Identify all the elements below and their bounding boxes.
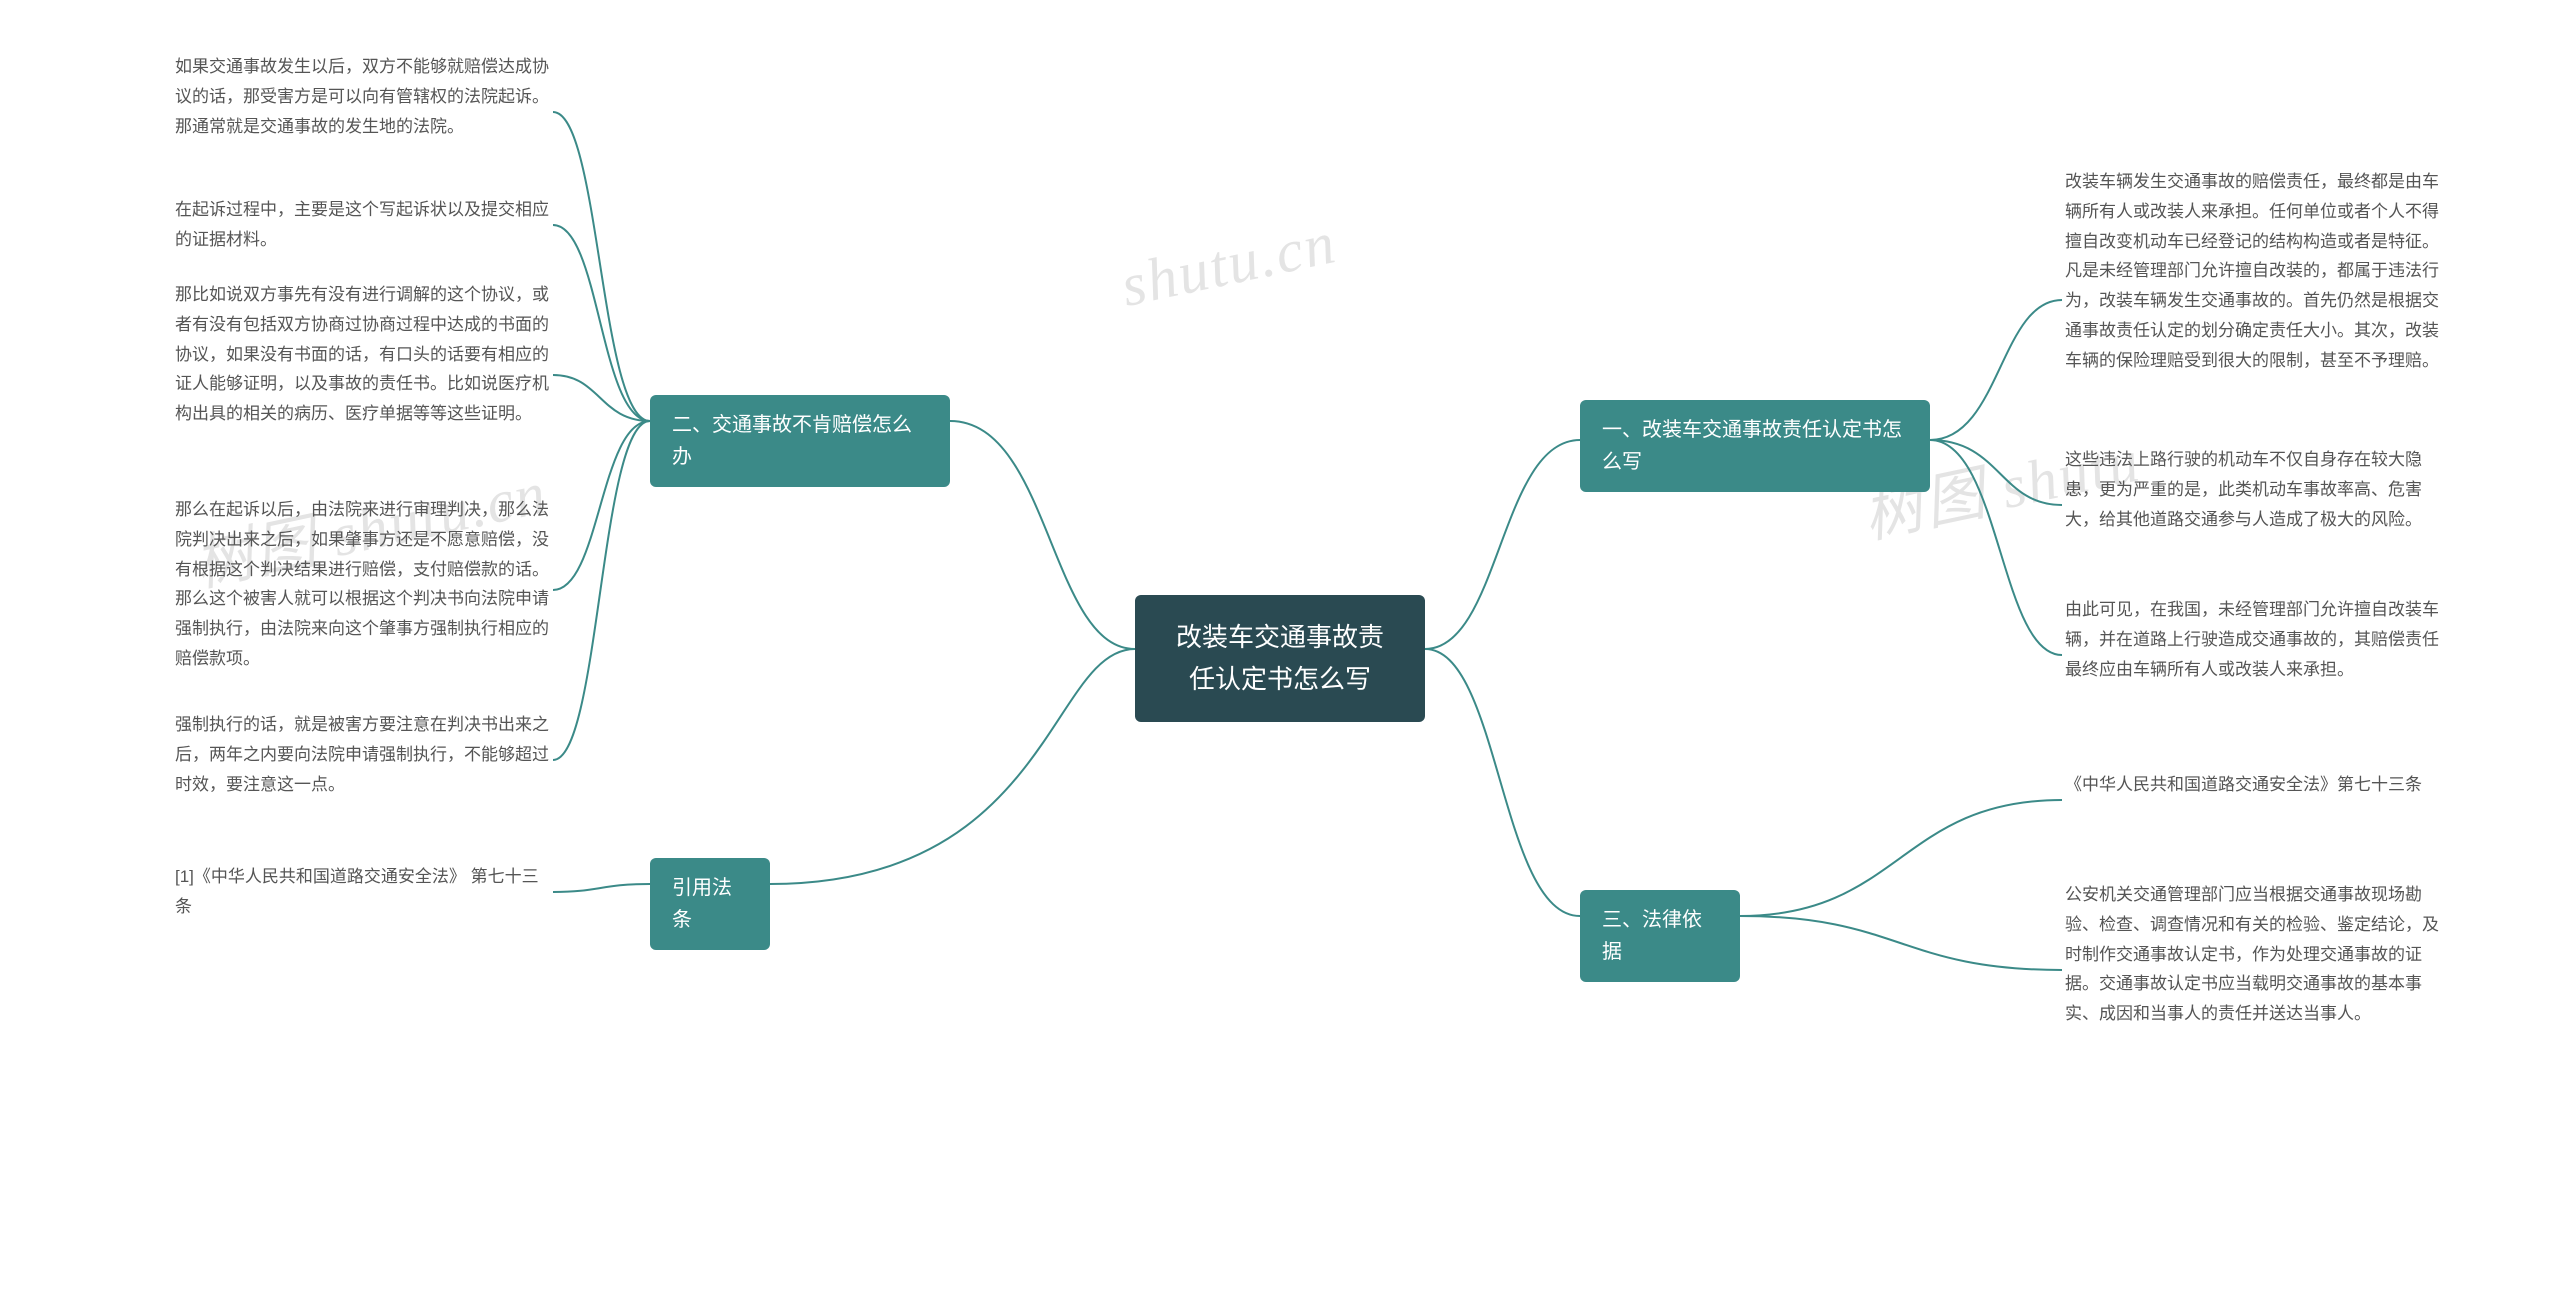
leaf-3b: 公安机关交通管理部门应当根据交通事故现场勘验、检查、调查情况和有关的检验、鉴定结… <box>2065 880 2445 1029</box>
leaf-1b: 这些违法上路行驶的机动车不仅自身存在较大隐患，更为严重的是，此类机动车事故率高、… <box>2065 445 2445 534</box>
leaf-1c: 由此可见，在我国，未经管理部门允许擅自改装车辆，并在道路上行驶造成交通事故的，其… <box>2065 595 2445 684</box>
leaf-2e: 强制执行的话，就是被害方要注意在判决书出来之后，两年之内要向法院申请强制执行，不… <box>175 710 550 799</box>
leaf-2a: 如果交通事故发生以后，双方不能够就赔偿达成协议的话，那受害方是可以向有管辖权的法… <box>175 52 550 141</box>
branch-section-2[interactable]: 二、交通事故不肯赔偿怎么办 <box>650 395 950 487</box>
leaf-2c: 那比如说双方事先有没有进行调解的这个协议，或者有没有包括双方协商过协商过程中达成… <box>175 280 550 429</box>
branch-citation[interactable]: 引用法条 <box>650 858 770 950</box>
watermark: shutu.cn <box>1115 208 1342 321</box>
branch-section-3[interactable]: 三、法律依据 <box>1580 890 1740 982</box>
leaf-1a: 改装车辆发生交通事故的赔偿责任，最终都是由车辆所有人或改装人来承担。任何单位或者… <box>2065 167 2445 375</box>
branch-section-1[interactable]: 一、改装车交通事故责任认定书怎么写 <box>1580 400 1930 492</box>
leaf-2b: 在起诉过程中，主要是这个写起诉状以及提交相应的证据材料。 <box>175 195 550 255</box>
leaf-4a: [1]《中华人民共和国道路交通安全法》 第七十三条 <box>175 862 550 922</box>
root-node[interactable]: 改装车交通事故责任认定书怎么写 <box>1135 595 1425 722</box>
leaf-3a: 《中华人民共和国道路交通安全法》第七十三条 <box>2065 770 2445 800</box>
leaf-2d: 那么在起诉以后，由法院来进行审理判决，那么法院判决出来之后，如果肇事方还是不愿意… <box>175 495 550 674</box>
